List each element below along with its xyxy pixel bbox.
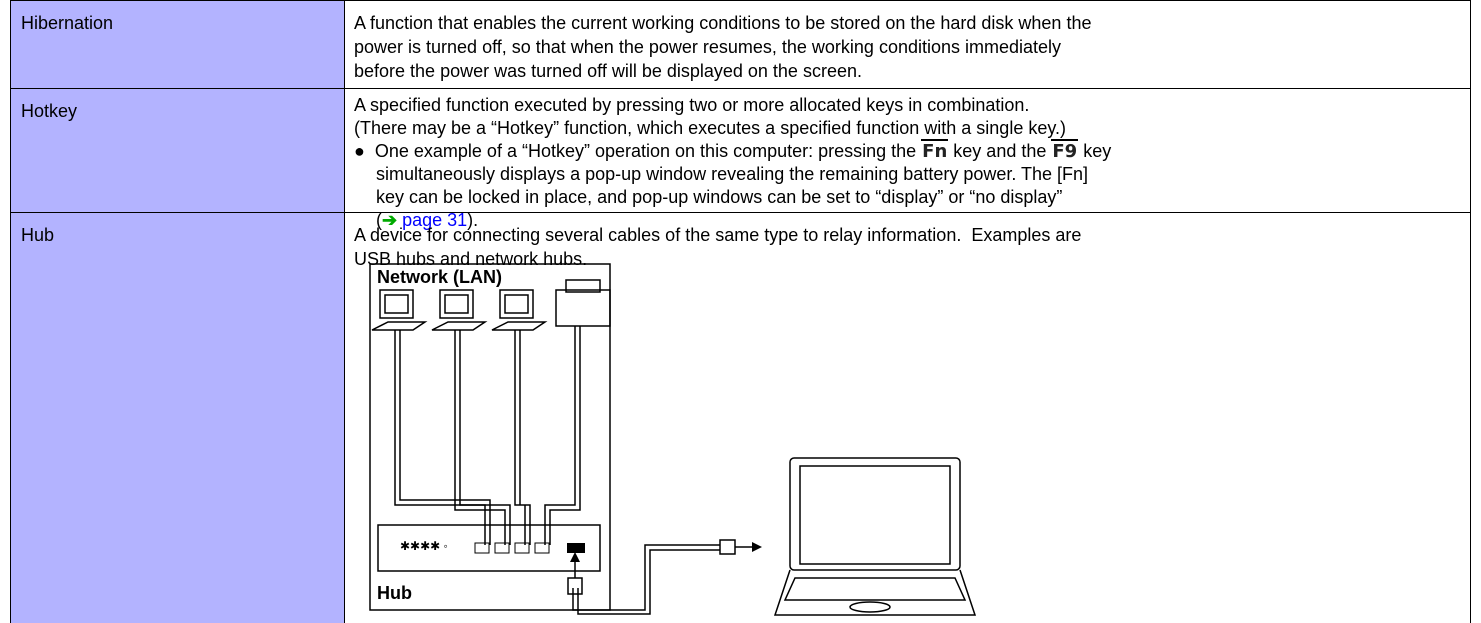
term-cell: Hotkey bbox=[10, 88, 345, 213]
text-line: power is turned off, so that when the po… bbox=[354, 37, 1062, 57]
text: ( bbox=[376, 210, 382, 230]
text-line: A device for connecting several cables o… bbox=[354, 225, 1082, 245]
text-line: (There may be a “Hotkey” function, which… bbox=[354, 118, 1067, 138]
text-line: simultaneously displays a pop-up window … bbox=[376, 164, 1089, 184]
text: key bbox=[1078, 141, 1112, 161]
term-cell: Hibernation bbox=[10, 0, 345, 89]
network-label: Network (LAN) bbox=[377, 267, 502, 287]
arrow-icon: ➔ bbox=[382, 210, 403, 230]
definition-cell: A specified function executed by pressin… bbox=[345, 88, 1471, 230]
bullet: ● bbox=[354, 141, 375, 161]
status-lights: ✱✱✱✱ ◦ bbox=[400, 539, 448, 553]
text: key and the bbox=[948, 141, 1052, 161]
text-line: before the power was turned off will be … bbox=[354, 61, 862, 81]
page-link[interactable]: page 31 bbox=[402, 210, 468, 230]
key-cap: F9 bbox=[1051, 139, 1079, 162]
text-line: key can be locked in place, and pop-up w… bbox=[376, 187, 1063, 207]
bullet-line: ● One example of a “Hotkey” operation on… bbox=[354, 139, 1461, 163]
definition-cell: A function that enables the current work… bbox=[345, 0, 1471, 89]
text-line: A function that enables the current work… bbox=[354, 13, 1092, 33]
term: Hotkey bbox=[21, 101, 78, 121]
hub-label: Hub bbox=[377, 583, 412, 603]
text-line: (➔ page 31). bbox=[354, 209, 1461, 232]
text-line: A specified function executed by pressin… bbox=[354, 95, 1030, 115]
term-cell: Hub bbox=[10, 212, 345, 623]
key-cap: Fn bbox=[921, 139, 949, 162]
text: One example of a “Hotkey” operation on t… bbox=[374, 141, 922, 161]
text: ). bbox=[467, 210, 479, 230]
term: Hub bbox=[21, 225, 55, 245]
term: Hibernation bbox=[21, 13, 114, 33]
